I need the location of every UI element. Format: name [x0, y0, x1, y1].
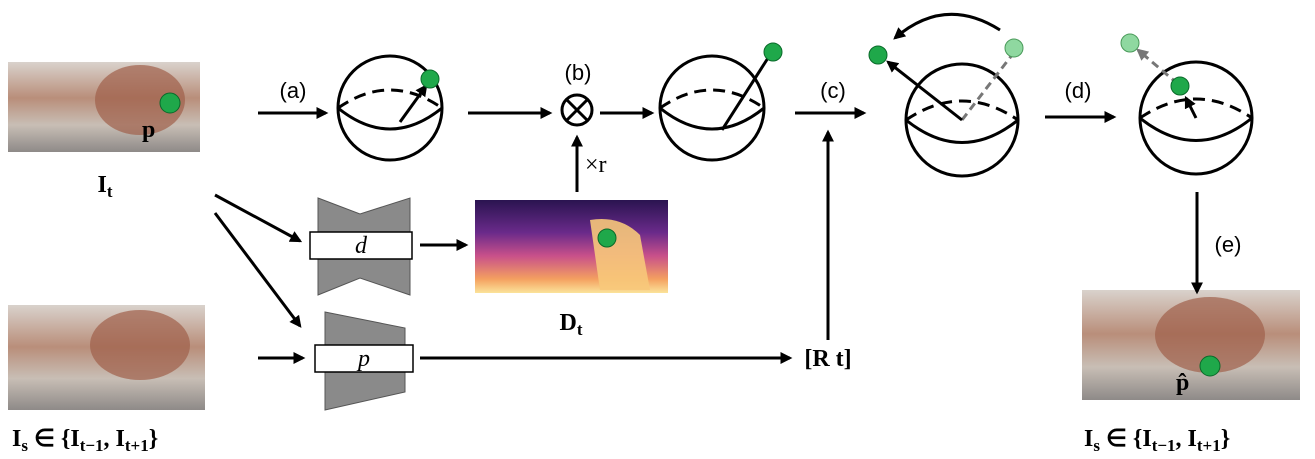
step-label: (b) [565, 60, 592, 85]
label-part: ∈ { [28, 426, 70, 452]
point-label: p [142, 117, 155, 143]
sphere [660, 43, 782, 160]
sphere [869, 14, 1023, 176]
label-part: I [12, 426, 21, 452]
label-part: I [1142, 426, 1151, 452]
depth-label: Dt [559, 310, 582, 339]
scale-label: ×r [585, 152, 607, 178]
subscript: t+1 [125, 436, 149, 455]
point-label: p̂ [1176, 370, 1189, 396]
sphere [1121, 34, 1252, 174]
point [160, 93, 180, 113]
label-part: I [97, 172, 106, 198]
step-label: (c) [820, 78, 846, 103]
sphere [338, 56, 442, 160]
pose-net: p [315, 312, 413, 410]
multiply [562, 95, 592, 125]
label-part: I [116, 426, 125, 452]
step-label: (d) [1065, 78, 1092, 103]
net-label: d [355, 233, 368, 259]
image-label: Is ∈ {It−1, It+1} [1084, 426, 1230, 455]
subscript: t [577, 320, 583, 339]
label-part: I [70, 426, 79, 452]
label-part: I [1084, 426, 1093, 452]
source-image-right: p̂ Is ∈ {It−1, It+1} [1082, 290, 1300, 455]
label-part: } [149, 426, 158, 452]
depth-map: Dt [475, 200, 668, 339]
image-label: Is ∈ {It−1, It+1} [12, 426, 158, 455]
label-part: } [1221, 426, 1230, 452]
label-part: I [1188, 426, 1197, 452]
subscript: t−1 [80, 436, 104, 455]
step-label: (a) [280, 78, 307, 103]
label-part: D [559, 310, 576, 336]
label-part: ∈ { [1100, 426, 1142, 452]
diagram: p It Is ∈ {It−1, It+1} p̂ Is ∈ {It−1, It… [0, 0, 1315, 459]
subscript: t−1 [1152, 436, 1176, 455]
net-label: p [356, 346, 370, 372]
pose-output: [R t] [804, 346, 851, 372]
step-label: (e) [1215, 232, 1242, 257]
image-label: It [97, 172, 112, 201]
target-image: p It [8, 62, 200, 201]
label-part: , [104, 426, 116, 452]
source-image-left: Is ∈ {It−1, It+1} [8, 305, 205, 455]
subscript: t+1 [1197, 436, 1221, 455]
subscript: t [107, 182, 113, 201]
label-part: , [1176, 426, 1188, 452]
depth-net: d [310, 198, 412, 295]
